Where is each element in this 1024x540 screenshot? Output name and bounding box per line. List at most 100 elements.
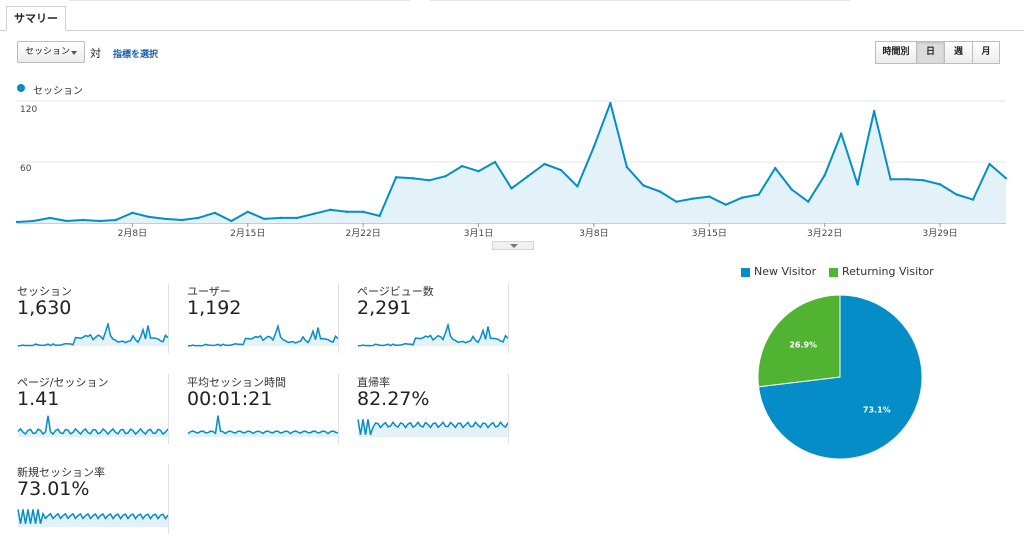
sparkline-area bbox=[358, 325, 508, 346]
kpi-value: 1.41 bbox=[17, 388, 60, 410]
data-point bbox=[1004, 177, 1008, 180]
data-point bbox=[131, 211, 134, 215]
series-area bbox=[17, 103, 1006, 223]
kpi-new-session-rate: 新規セッション率 73.01% bbox=[17, 464, 169, 534]
metric-select[interactable]: セッション bbox=[17, 41, 85, 63]
sessions-line-chart: 120 60 2月8日 2月15日 2月22日 3月1日 3月8日 3月15日 3月22日 3… bbox=[15, 100, 1008, 239]
kpi-sparkline bbox=[17, 509, 169, 527]
kpi-value: 1,192 bbox=[187, 297, 242, 319]
kpi-divider bbox=[338, 374, 339, 444]
data-point bbox=[823, 174, 826, 177]
data-point bbox=[708, 195, 711, 198]
data-point bbox=[65, 219, 68, 223]
x-tick-label: 2月22日 bbox=[346, 228, 381, 239]
tab-summary[interactable]: サマリー bbox=[6, 6, 66, 31]
data-point bbox=[971, 198, 975, 201]
x-axis-ticks: 2月8日 2月15日 2月22日 3月1日 3月8日 3月15日 3月22日 3月29日 bbox=[118, 223, 958, 239]
x-tick-label: 3月8日 bbox=[579, 228, 608, 239]
sparkline-area bbox=[358, 419, 508, 437]
data-point bbox=[378, 214, 381, 218]
data-point bbox=[15, 220, 19, 224]
data-point bbox=[510, 187, 513, 190]
x-tick-label: 3月1日 bbox=[464, 228, 493, 239]
data-point bbox=[114, 218, 118, 222]
y-tick-label: 60 bbox=[20, 164, 32, 174]
chevron-down-icon bbox=[71, 51, 77, 55]
vs-label: 対 bbox=[90, 47, 101, 60]
data-point bbox=[246, 210, 249, 214]
data-point bbox=[741, 196, 744, 199]
kpi-sparkline bbox=[357, 323, 509, 347]
kpi-value: 00:01:21 bbox=[187, 388, 273, 410]
data-point bbox=[98, 219, 101, 223]
period-button-week[interactable]: 週 bbox=[944, 41, 973, 64]
period-button-month[interactable]: 月 bbox=[972, 41, 1000, 64]
data-point bbox=[493, 160, 497, 164]
data-point bbox=[839, 132, 843, 135]
x-tick-label: 2月15日 bbox=[230, 228, 265, 239]
kpi-sparkline bbox=[17, 415, 169, 437]
sparkline-area bbox=[18, 509, 168, 527]
data-point bbox=[32, 219, 35, 223]
period-button-day[interactable]: 日 bbox=[916, 41, 945, 64]
x-tick-label: 2月8日 bbox=[118, 228, 147, 239]
data-point bbox=[230, 219, 233, 223]
data-point bbox=[807, 200, 810, 203]
pie-legend-marker-returning bbox=[829, 268, 838, 277]
data-point bbox=[642, 184, 645, 187]
data-point bbox=[477, 169, 480, 173]
kpi-divider bbox=[168, 374, 169, 444]
kpi-users: ユーザー 1,192 bbox=[187, 283, 339, 353]
x-tick-label: 3月15日 bbox=[692, 228, 727, 239]
sparkline-line bbox=[187, 323, 339, 347]
kpi-label: セッション bbox=[17, 285, 72, 298]
pie-slice-returning-visitor[interactable] bbox=[757, 294, 841, 388]
kpi-divider bbox=[338, 283, 339, 353]
pie-legend-label-new[interactable]: New Visitor bbox=[754, 265, 817, 278]
data-point bbox=[197, 216, 200, 220]
select-metric-link[interactable]: 指標を選択 bbox=[113, 50, 159, 60]
kpi-label: ページビュー数 bbox=[357, 285, 434, 298]
pie-legend-label-returning[interactable]: Returning Visitor bbox=[842, 265, 934, 278]
kpi-sparkline bbox=[187, 323, 339, 347]
kpi-divider bbox=[508, 283, 509, 353]
chart-expand-handle[interactable] bbox=[492, 241, 534, 250]
kpi-pages-per-session: ページ/セッション 1.41 bbox=[17, 374, 169, 444]
data-point bbox=[147, 215, 151, 219]
metric-select-label: セッション bbox=[25, 47, 71, 57]
kpi-divider bbox=[168, 464, 169, 534]
kpi-bounce-rate: 直帰率 82.27% bbox=[357, 374, 509, 444]
data-point bbox=[460, 164, 464, 168]
period-button-group: 時間別 日 週 月 bbox=[875, 41, 1000, 64]
kpi-label: 直帰率 bbox=[357, 376, 390, 389]
data-point bbox=[444, 175, 447, 178]
kpi-pageviews: ページビュー数 2,291 bbox=[357, 283, 509, 353]
sparkline-area bbox=[188, 415, 338, 437]
visitor-type-pie-chart: 73.1% 26.9% bbox=[757, 294, 923, 460]
period-button-hourly[interactable]: 時間別 bbox=[875, 41, 917, 64]
sparkline-line bbox=[357, 323, 509, 347]
kpi-label: ユーザー bbox=[187, 285, 231, 298]
kpi-sparkline bbox=[357, 419, 509, 437]
x-tick-label: 3月22日 bbox=[807, 228, 842, 239]
data-point bbox=[757, 193, 760, 196]
kpi-sparkline bbox=[17, 323, 169, 347]
data-point bbox=[48, 216, 52, 220]
data-point bbox=[724, 203, 727, 206]
kpi-sparkline bbox=[187, 415, 339, 437]
data-point bbox=[559, 168, 563, 172]
data-point bbox=[164, 217, 167, 221]
sparkline-area bbox=[188, 326, 338, 346]
kpi-avg-session-duration: 平均セッション時間 00:01:21 bbox=[187, 374, 339, 444]
data-point bbox=[312, 212, 315, 216]
data-point bbox=[905, 178, 909, 181]
data-point bbox=[988, 162, 991, 166]
series-legend-label: セッション bbox=[33, 86, 83, 97]
data-point bbox=[889, 178, 892, 181]
pie-slice-label: 73.1% bbox=[863, 406, 891, 415]
data-point bbox=[658, 190, 662, 193]
kpi-value: 2,291 bbox=[357, 297, 412, 319]
data-point bbox=[279, 216, 282, 220]
sparkline-line bbox=[357, 419, 509, 436]
kpi-value: 1,630 bbox=[17, 297, 72, 319]
